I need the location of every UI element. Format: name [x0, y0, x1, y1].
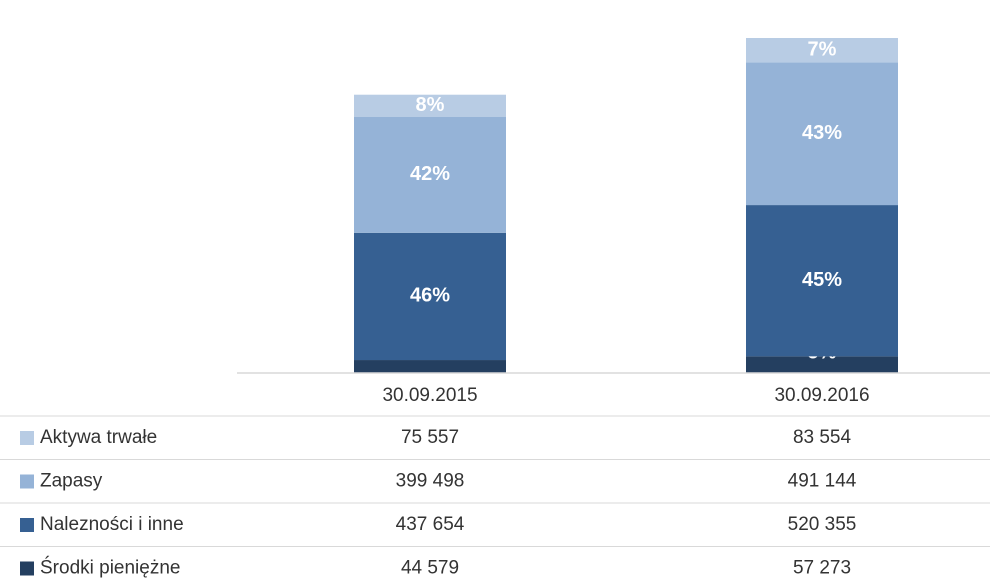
- legend-swatch: [20, 518, 34, 532]
- legend-swatch: [20, 474, 34, 489]
- legend-swatch: [20, 561, 34, 576]
- table-value: 75 557: [401, 427, 459, 448]
- x-tick-label: 30.09.2015: [382, 385, 477, 406]
- legend-label: Zapasy: [40, 471, 103, 492]
- table-value: 83 554: [793, 427, 852, 448]
- data-label: 45%: [802, 269, 842, 291]
- legend-swatch: [20, 431, 34, 445]
- table-value: 57 273: [793, 558, 851, 579]
- table-value: 399 498: [396, 471, 465, 492]
- bar-segment: [746, 356, 898, 373]
- bar-segment: [354, 232, 506, 361]
- table-value: 491 144: [788, 471, 857, 492]
- bar-segment: [354, 94, 506, 117]
- bar-segment: [746, 62, 898, 206]
- data-label: 42%: [410, 163, 450, 185]
- legend-label: Aktywa trwałe: [40, 427, 157, 448]
- bar-segment: [746, 205, 898, 357]
- data-label: 46%: [410, 285, 450, 307]
- bar-segment: [354, 360, 506, 373]
- x-tick-label: 30.09.2016: [774, 385, 869, 406]
- data-label: 8%: [416, 94, 445, 116]
- data-label: 43%: [802, 122, 842, 144]
- table-value: 44 579: [401, 558, 459, 579]
- legend-label: Środki pieniężne: [40, 557, 180, 579]
- bar-segment: [354, 116, 506, 233]
- data-label: 7%: [808, 38, 837, 60]
- legend-label: Nalezności i inne: [40, 514, 184, 535]
- bar-segment: [746, 38, 898, 63]
- table-value: 520 355: [788, 514, 857, 535]
- table-value: 437 654: [396, 514, 465, 535]
